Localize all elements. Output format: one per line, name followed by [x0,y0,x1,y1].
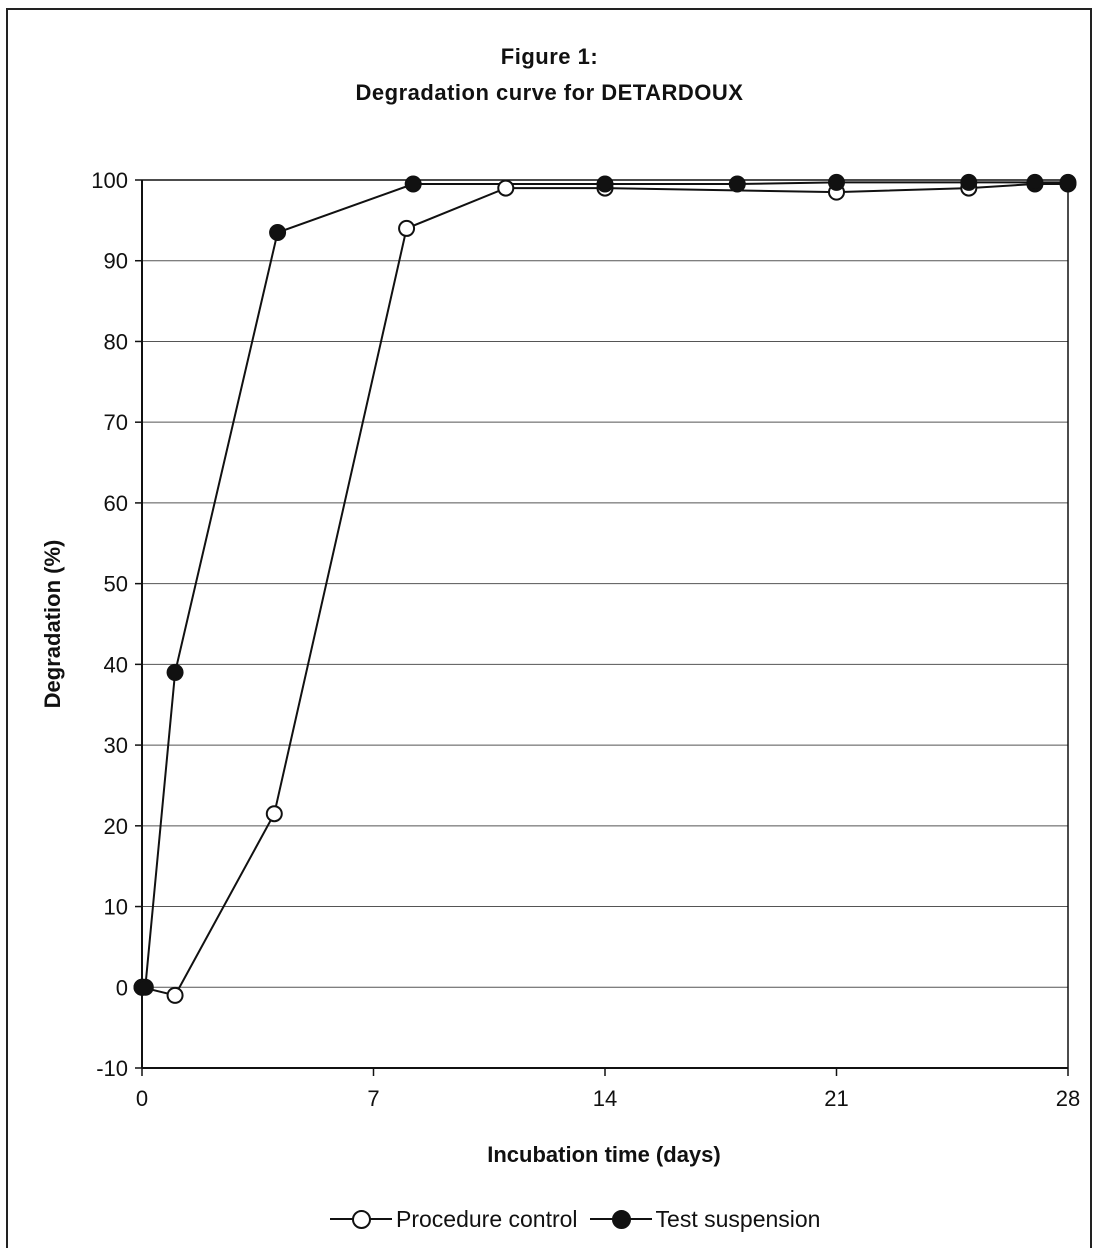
grid-lines [142,179,1068,988]
y-tick-label: 40 [104,652,128,677]
axes: -10 0 10 20 30 40 50 60 70 80 90 100 0 7 14 21 28 [91,168,1080,1111]
y-tick-label: 10 [104,895,128,920]
procedure-control-point [497,179,515,197]
x-tick-label: 7 [367,1086,379,1111]
y-tick-label: 90 [104,249,128,274]
x-tick-label: 21 [824,1086,848,1111]
y-tick-label: 60 [104,491,128,516]
y-tick-label: 30 [104,733,128,758]
procedure-control-point [166,986,184,1004]
legend-item-procedure-control: Procedure control [330,1204,578,1234]
procedure-control-point [265,805,283,823]
y-tick-label: 80 [104,329,128,354]
chart-title-line2: Degradation curve for DETARDOUX [355,80,744,105]
x-tick-label: 28 [1056,1086,1080,1111]
y-tick-label: -10 [96,1056,128,1081]
test-suspension-point [269,223,287,241]
figure-frame [6,8,1092,1248]
test-suspension-point [596,175,614,193]
open-circle-marker-icon [330,1204,392,1234]
y-tick-label: 70 [104,410,128,435]
series-line-0 [141,183,1068,997]
y-tick-label: 20 [104,814,128,839]
procedure-control-point [398,219,416,237]
chart-title-line1: Figure 1: [500,44,599,69]
test-suspension-point [166,663,184,681]
test-suspension-point [828,173,845,191]
series-line-1 [142,181,1068,989]
y-tick-label: 0 [116,975,128,1000]
legend: Procedure control Test suspension [330,1204,832,1234]
x-tick-label: 0 [136,1086,148,1111]
test-suspension-point [136,978,154,996]
test-suspension-point [728,175,746,193]
x-tick-label: 14 [593,1086,617,1111]
test-suspension-point [960,173,978,191]
legend-label-test-suspension: Test suspension [655,1205,821,1232]
series-layer [133,173,1077,1004]
y-tick-label: 100 [91,168,128,193]
y-tick-label: 50 [104,572,128,597]
test-suspension-point [404,175,422,193]
x-axis-label: Incubation time (days) [487,1142,720,1167]
legend-label-procedure-control: Procedure control [396,1205,578,1232]
test-suspension-point [1026,173,1044,191]
test-suspension-point [1059,173,1077,191]
legend-item-test-suspension: Test suspension [589,1204,821,1234]
filled-circle-marker-icon [589,1204,652,1234]
y-axis-label: Degradation (%) [40,540,65,709]
